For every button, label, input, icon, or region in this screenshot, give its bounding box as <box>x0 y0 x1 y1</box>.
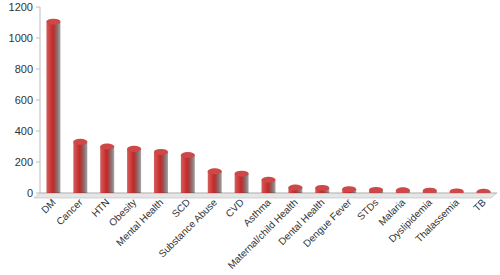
x-tick-label: HTN <box>89 197 111 219</box>
y-tick-label: 800 <box>15 63 33 75</box>
bar <box>208 171 222 193</box>
bar-group <box>154 149 168 193</box>
bar-top-shine <box>154 149 168 155</box>
y-tick <box>36 162 40 163</box>
chart: 020040060080010001200DMCancerHTNObesityM… <box>0 0 500 275</box>
bar-top <box>262 177 276 183</box>
y-tick-label: 600 <box>15 94 33 106</box>
bar-top <box>235 171 249 177</box>
x-tick-label: DM <box>39 197 58 216</box>
bar-top-shine <box>181 152 195 158</box>
bar-top <box>288 185 302 191</box>
bar-group <box>181 152 195 193</box>
bar-group <box>315 185 329 193</box>
y-tick-label: 1000 <box>9 32 33 44</box>
bar-top-shine <box>369 187 383 193</box>
bar-group <box>46 19 60 193</box>
bar <box>127 149 141 193</box>
y-tick <box>36 38 40 39</box>
bar-top-shine <box>450 188 464 193</box>
y-tick <box>36 131 40 132</box>
bar-group <box>477 189 491 193</box>
bar-group <box>450 188 464 193</box>
bar-top-shine <box>288 185 302 191</box>
bar-top <box>154 149 168 155</box>
x-tick-label: Dengue Fever <box>301 196 354 249</box>
bar-top-shine <box>73 139 87 145</box>
bar-top <box>450 188 464 193</box>
bar-top <box>423 188 437 193</box>
bar-group <box>369 187 383 193</box>
bar-top-shine <box>235 171 249 177</box>
bar-group <box>342 186 356 193</box>
bar-top-shine <box>315 185 329 191</box>
bar <box>73 142 87 193</box>
bar <box>46 22 60 193</box>
bar-top-shine <box>46 19 60 25</box>
chart-container: 020040060080010001200DMCancerHTNObesityM… <box>0 0 500 275</box>
bar-top <box>369 187 383 193</box>
y-tick <box>36 100 40 101</box>
bar <box>181 155 195 193</box>
bar-top <box>46 19 60 25</box>
bar <box>154 152 168 193</box>
bar-group <box>208 168 222 193</box>
y-tick <box>36 7 40 8</box>
bar-group <box>73 139 87 193</box>
bar-group <box>100 144 114 194</box>
bar-top-shine <box>342 186 356 192</box>
bar-top <box>208 168 222 174</box>
bar-top-shine <box>100 144 114 150</box>
bar-top-shine <box>127 146 141 152</box>
y-tick-label: 1200 <box>9 1 33 13</box>
bar-top <box>127 146 141 152</box>
bar-group <box>288 185 302 193</box>
bar-group <box>396 187 410 193</box>
y-tick <box>36 69 40 70</box>
bar-group <box>423 188 437 193</box>
bar-group <box>127 146 141 193</box>
x-tick-label: TB <box>471 196 488 213</box>
x-tick-label: Substance Abuse <box>156 196 219 259</box>
bar-top <box>100 144 114 150</box>
y-tick-label: 0 <box>27 187 33 199</box>
bar-top-shine <box>423 188 437 193</box>
x-tick-label: Cancer <box>54 196 85 227</box>
bar-top <box>315 185 329 191</box>
bar-top <box>181 152 195 158</box>
bar <box>100 147 114 194</box>
bar-top <box>73 139 87 145</box>
bar-top-shine <box>262 177 276 183</box>
bar-top-shine <box>396 187 410 193</box>
bar-group <box>262 177 276 193</box>
bar-group <box>235 171 249 193</box>
x-tick-label: CVD <box>223 197 246 220</box>
bar-top <box>342 186 356 192</box>
bar-top <box>396 187 410 193</box>
x-tick-label: SCD <box>170 197 193 220</box>
bar-top <box>477 189 491 193</box>
x-tick-label: Thalassemia <box>413 196 461 244</box>
y-tick-label: 400 <box>15 125 33 137</box>
y-tick <box>36 193 40 194</box>
y-tick-label: 200 <box>15 156 33 168</box>
bars <box>46 19 490 193</box>
bar-top-shine <box>477 189 491 193</box>
bar-top-shine <box>208 168 222 174</box>
x-tick-label: Mental Health <box>114 197 165 248</box>
